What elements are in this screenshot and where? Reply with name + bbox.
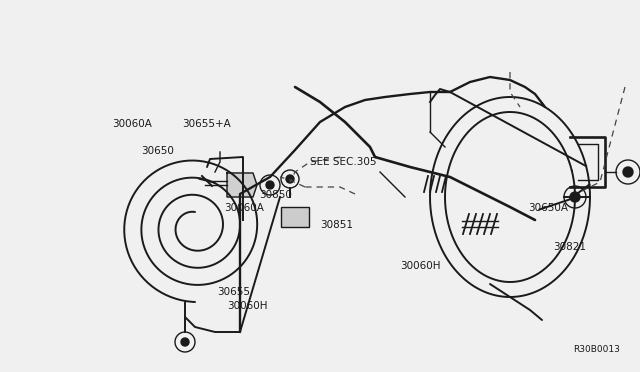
Text: 30850: 30850 (259, 190, 292, 200)
Text: 30655: 30655 (218, 287, 251, 297)
Text: 30655+A: 30655+A (182, 119, 231, 128)
Text: 30851: 30851 (320, 220, 353, 230)
Circle shape (570, 192, 580, 202)
Text: 30060A: 30060A (112, 119, 152, 128)
Text: 30060A: 30060A (224, 203, 264, 213)
Text: 30060H: 30060H (400, 261, 440, 271)
Circle shape (266, 181, 274, 189)
Polygon shape (227, 173, 257, 197)
Text: 30821: 30821 (554, 243, 587, 252)
Text: R30B0013: R30B0013 (573, 345, 620, 354)
Circle shape (181, 338, 189, 346)
Circle shape (286, 175, 294, 183)
FancyBboxPatch shape (281, 207, 309, 227)
Text: 30650: 30650 (141, 146, 173, 155)
Text: 30650A: 30650A (528, 203, 568, 213)
Circle shape (623, 167, 633, 177)
Text: 30060H: 30060H (227, 301, 268, 311)
Text: SEE SEC.305: SEE SEC.305 (310, 157, 377, 167)
